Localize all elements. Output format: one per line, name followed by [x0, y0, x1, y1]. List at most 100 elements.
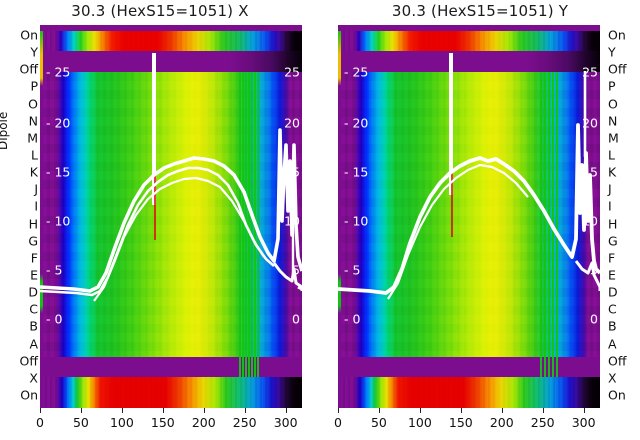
- x-tick-left-300: [286, 408, 287, 413]
- x-tick-left-150: [163, 408, 164, 413]
- category-label-left-g-12: G: [28, 233, 38, 248]
- category-labels-left: OnYOffPONMLKJIHGFEDCBAOffXOn: [2, 25, 38, 408]
- x-tick-label-right-200: 200: [490, 415, 514, 430]
- category-label-right-on-0: On: [608, 28, 626, 43]
- x-tick-label-right-50: 50: [371, 415, 387, 430]
- category-label-left-o-4: O: [28, 96, 38, 111]
- ytick-y-4: - 5: [344, 263, 360, 278]
- ytick-y-r-3: 10: [582, 214, 598, 229]
- ytick-y-r-5: 0: [590, 312, 598, 327]
- category-label-left-on-0: On: [20, 28, 38, 43]
- heatmap-y[interactable]: - 25 - 20 - 15 - 10 - 5 - 0 25 20 15 10 …: [338, 25, 600, 408]
- ytick-x-r-0: 25: [284, 65, 300, 80]
- ytick-x-5: - 0: [46, 312, 62, 327]
- category-label-left-x-20: X: [29, 370, 38, 385]
- category-label-left-off-19: Off: [20, 353, 38, 368]
- ytick-x-3: - 10: [46, 214, 70, 229]
- category-label-left-k-8: K: [30, 165, 38, 180]
- category-label-right-c-16: C: [608, 302, 617, 317]
- heatmap-x[interactable]: - 25 - 20 - 15 - 10 - 5 - 0 25 20 15 10 …: [40, 25, 302, 408]
- overlay-traces-x: [40, 25, 302, 408]
- x-axis-right: 050100150200250300: [338, 408, 600, 438]
- x-tick-left-100: [122, 408, 123, 413]
- category-label-left-i-10: I: [34, 199, 38, 214]
- category-label-left-m-6: M: [27, 130, 38, 145]
- ytick-y-5: - 0: [344, 312, 360, 327]
- panel-x-title: 30.3 (HexS15=1051) X: [0, 2, 320, 20]
- ytick-y-0: - 25: [344, 65, 368, 80]
- category-label-right-off-2: Off: [608, 62, 626, 77]
- category-label-right-j-9: J: [608, 182, 612, 197]
- category-label-right-n-5: N: [608, 113, 617, 128]
- x-tick-right-150: [461, 408, 462, 413]
- x-tick-right-100: [420, 408, 421, 413]
- panel-x: 30.3 (HexS15=1051) X Dipole: [0, 0, 320, 440]
- ytick-y-2: - 15: [344, 165, 368, 180]
- category-label-right-p-3: P: [608, 79, 616, 94]
- category-label-right-off-19: Off: [608, 353, 626, 368]
- category-label-left-a-18: A: [29, 336, 38, 351]
- x-tick-label-left-200: 200: [192, 415, 216, 430]
- category-label-right-on-21: On: [608, 388, 626, 403]
- category-label-left-f-13: F: [31, 250, 38, 265]
- category-label-right-g-12: G: [608, 233, 618, 248]
- category-label-right-b-17: B: [608, 319, 617, 334]
- x-tick-left-200: [204, 408, 205, 413]
- category-label-left-y-1: Y: [30, 45, 38, 60]
- x-tick-label-right-150: 150: [449, 415, 473, 430]
- x-tick-right-50: [379, 408, 380, 413]
- category-label-left-on-21: On: [20, 388, 38, 403]
- category-label-right-i-10: I: [608, 199, 612, 214]
- ytick-x-r-5: 0: [292, 312, 300, 327]
- ytick-x-1: - 20: [46, 116, 70, 131]
- category-label-right-k-8: K: [608, 165, 616, 180]
- category-label-right-y-1: Y: [608, 45, 616, 60]
- x-tick-label-left-300: 300: [274, 415, 298, 430]
- category-label-left-p-3: P: [30, 79, 38, 94]
- ytick-y-r-4: 5: [590, 263, 598, 278]
- x-tick-left-0: [40, 408, 41, 413]
- category-label-left-d-15: D: [28, 285, 38, 300]
- category-label-left-e-14: E: [30, 268, 38, 283]
- x-tick-left-50: [81, 408, 82, 413]
- x-tick-label-left-50: 50: [73, 415, 89, 430]
- category-label-left-c-16: C: [29, 302, 38, 317]
- x-tick-left-250: [245, 408, 246, 413]
- ytick-x-2: - 15: [46, 165, 70, 180]
- x-tick-label-right-300: 300: [572, 415, 596, 430]
- ytick-y-r-2: 15: [582, 165, 598, 180]
- overlay-traces-y: [338, 25, 600, 408]
- x-tick-right-250: [543, 408, 544, 413]
- ytick-x-0: - 25: [46, 65, 70, 80]
- ytick-y-1: - 20: [344, 116, 368, 131]
- category-label-right-a-18: A: [608, 336, 617, 351]
- category-label-right-m-6: M: [608, 130, 619, 145]
- x-tick-label-left-250: 250: [233, 415, 257, 430]
- panel-y: 30.3 (HexS15=1051) Y - 25: [320, 0, 640, 440]
- category-label-left-h-11: H: [29, 216, 38, 231]
- x-tick-right-200: [502, 408, 503, 413]
- x-tick-label-right-0: 0: [334, 415, 342, 430]
- category-label-left-j-9: J: [34, 182, 38, 197]
- category-label-right-l-7: L: [608, 148, 615, 163]
- ytick-x-4: - 5: [46, 263, 62, 278]
- ytick-x-r-1: 20: [284, 116, 300, 131]
- x-axis-left: 050100150200250300: [40, 408, 302, 438]
- ytick-x-r-2: 15: [284, 165, 300, 180]
- panel-y-title: 30.3 (HexS15=1051) Y: [320, 2, 640, 20]
- category-label-right-o-4: O: [608, 96, 618, 111]
- category-label-left-n-5: N: [29, 113, 38, 128]
- ytick-y-3: - 10: [344, 214, 368, 229]
- x-tick-label-left-100: 100: [110, 415, 134, 430]
- x-tick-label-left-150: 150: [151, 415, 175, 430]
- x-tick-right-0: [338, 408, 339, 413]
- category-label-right-h-11: H: [608, 216, 617, 231]
- category-label-right-x-20: X: [608, 370, 617, 385]
- ytick-y-r-0: 25: [582, 65, 598, 80]
- figure-root: 30.3 (HexS15=1051) X Dipole: [0, 0, 640, 440]
- category-labels-right: OnYOffPONMLKJIHGFEDCBAOffXOn: [602, 25, 640, 408]
- x-tick-label-left-0: 0: [36, 415, 44, 430]
- ytick-x-r-3: 10: [284, 214, 300, 229]
- category-label-left-l-7: L: [31, 148, 38, 163]
- category-label-right-e-14: E: [608, 268, 616, 283]
